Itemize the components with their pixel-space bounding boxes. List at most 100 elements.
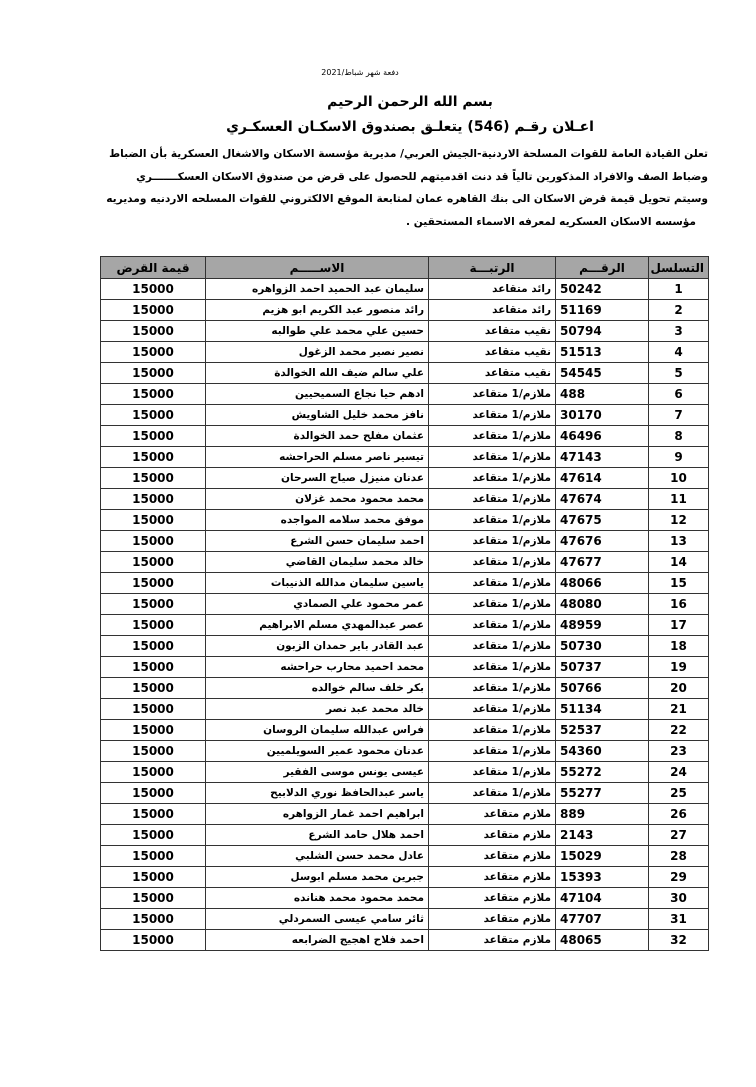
cell-name: عثمان مفلح حمد الخوالدة <box>205 425 429 447</box>
cell-serial: 21 <box>648 698 709 720</box>
cell-rank: ملازم/1 متقاعد <box>428 467 556 489</box>
cell-loan-value: 15000 <box>100 362 206 384</box>
cell-name: نافز محمد خليل الشاويش <box>205 404 429 426</box>
cell-number: 48065 <box>555 929 649 951</box>
cell-number: 30170 <box>555 404 649 426</box>
cell-loan-value: 15000 <box>100 488 206 510</box>
cell-serial: 11 <box>648 488 709 510</box>
cell-number: 889 <box>555 803 649 825</box>
cell-rank: ملازم/1 متقاعد <box>428 656 556 678</box>
cell-serial: 3 <box>648 320 709 342</box>
cell-name: محمد احميد محارب حراحشه <box>205 656 429 678</box>
cell-name: ياسر عبدالحافظ نوري الدلابيح <box>205 782 429 804</box>
cell-name: جبرين محمد مسلم ابوسل <box>205 866 429 888</box>
cell-number: 46496 <box>555 425 649 447</box>
cell-rank: ملازم/1 متقاعد <box>428 488 556 510</box>
table-row: 28 15029 ملازم متقاعد عادل محمد حسن الشلبي 1… <box>100 845 709 867</box>
cell-serial: 26 <box>648 803 709 825</box>
cell-rank: ملازم/1 متقاعد <box>428 404 556 426</box>
cell-serial: 30 <box>648 887 709 909</box>
cell-number: 55277 <box>555 782 649 804</box>
table-row: 17 48959 ملازم/1 متقاعد عصر عبدالمهدي مسلم … <box>100 614 709 636</box>
cell-rank: ملازم متقاعد <box>428 803 556 825</box>
cell-loan-value: 15000 <box>100 404 206 426</box>
cell-name: خالد محمد سليمان القاضي <box>205 551 429 573</box>
cell-number: 51169 <box>555 299 649 321</box>
paragraph-line: مؤسسه الاسكان العسكريه لمعرفه الاسماء ال… <box>406 215 696 228</box>
table-row: 9 47143 ملازم/1 متقاعد تيسير ناصر مسلم الحر… <box>100 446 709 468</box>
cell-loan-value: 15000 <box>100 656 206 678</box>
cell-serial: 7 <box>648 404 709 426</box>
cell-rank: رائد متقاعد <box>428 299 556 321</box>
cell-serial: 24 <box>648 761 709 783</box>
table-row: 6 488 ملازم/1 متقاعد ادهم حيا نجاع السميحيي… <box>100 383 709 405</box>
cell-serial: 18 <box>648 635 709 657</box>
cell-serial: 27 <box>648 824 709 846</box>
col-header-name: الاســـــم <box>205 256 429 279</box>
table-row: 31 47707 ملازم متقاعد ثائر سامي عيسى السمرد… <box>100 908 709 930</box>
cell-serial: 23 <box>648 740 709 762</box>
table-row: 7 30170 ملازم/1 متقاعد نافز محمد خليل الشاو… <box>100 404 709 426</box>
cell-number: 51513 <box>555 341 649 363</box>
cell-rank: نقيب متقاعد <box>428 362 556 384</box>
cell-number: 50794 <box>555 320 649 342</box>
cell-loan-value: 15000 <box>100 698 206 720</box>
date-line: دفعة شهر شباط/2021 <box>321 68 399 77</box>
cell-loan-value: 15000 <box>100 719 206 741</box>
col-header-loan-value: قيمة القرض <box>100 256 206 279</box>
cell-loan-value: 15000 <box>100 782 206 804</box>
cell-loan-value: 15000 <box>100 530 206 552</box>
cell-serial: 12 <box>648 509 709 531</box>
cell-number: 52537 <box>555 719 649 741</box>
cell-rank: ملازم/1 متقاعد <box>428 572 556 594</box>
cell-rank: نقيب متقاعد <box>428 320 556 342</box>
cell-loan-value: 15000 <box>100 509 206 531</box>
cell-name: موفق محمد سلامه المواجده <box>205 509 429 531</box>
cell-number: 47677 <box>555 551 649 573</box>
table-row: 13 47676 ملازم/1 متقاعد احمد سليمان حسن الش… <box>100 530 709 552</box>
cell-loan-value: 15000 <box>100 908 206 930</box>
table-row: 3 50794 نقيب متقاعد حسين علي محمد علي طوالب… <box>100 320 709 342</box>
cell-number: 55272 <box>555 761 649 783</box>
table-row: 32 48065 ملازم متقاعد احمد فلاح اهجيج الضرا… <box>100 929 709 951</box>
cell-loan-value: 15000 <box>100 803 206 825</box>
cell-number: 47707 <box>555 908 649 930</box>
table-row: 30 47104 ملازم متقاعد محمد محمود محمد هناند… <box>100 887 709 909</box>
cell-number: 488 <box>555 383 649 405</box>
cell-rank: ملازم متقاعد <box>428 845 556 867</box>
announcement-title: اعـلان رقـم (546) يتعلـق بصندوق الاسكـان… <box>226 119 594 135</box>
table-row: 20 50766 ملازم/1 متقاعد بكر خلف سالم خوالده… <box>100 677 709 699</box>
col-header-number: الرقـــم <box>555 256 649 279</box>
table-row: 15 48066 ملازم/1 متقاعد ياسين سليمان مدالله… <box>100 572 709 594</box>
cell-rank: ملازم/1 متقاعد <box>428 551 556 573</box>
cell-name: عيسى يونس موسى الفقير <box>205 761 429 783</box>
cell-rank: رائد متقاعد <box>428 278 556 300</box>
cell-loan-value: 15000 <box>100 425 206 447</box>
cell-rank: ملازم/1 متقاعد <box>428 719 556 741</box>
cell-name: عمر محمود علي الصمادي <box>205 593 429 615</box>
cell-name: احمد فلاح اهجيج الضرابعه <box>205 929 429 951</box>
cell-rank: ملازم/1 متقاعد <box>428 383 556 405</box>
cell-loan-value: 15000 <box>100 887 206 909</box>
cell-number: 50737 <box>555 656 649 678</box>
cell-number: 50242 <box>555 278 649 300</box>
cell-serial: 10 <box>648 467 709 489</box>
cell-loan-value: 15000 <box>100 635 206 657</box>
announcement-paragraph: تعلن القيادة العامة للقوات المسلحة الارد… <box>100 143 708 233</box>
cell-name: فراس عبدالله سليمان الروسان <box>205 719 429 741</box>
cell-rank: ملازم متقاعد <box>428 929 556 951</box>
cell-rank: ملازم/1 متقاعد <box>428 761 556 783</box>
cell-serial: 32 <box>648 929 709 951</box>
table-row: 18 50730 ملازم/1 متقاعد عبد القادر باير حمد… <box>100 635 709 657</box>
cell-rank: ملازم متقاعد <box>428 824 556 846</box>
cell-rank: ملازم متقاعد <box>428 908 556 930</box>
table-row: 2 51169 رائد متقاعد رائد منصور عبد الكريم ا… <box>100 299 709 321</box>
cell-name: علي سالم ضيف الله الخوالدة <box>205 362 429 384</box>
cell-serial: 13 <box>648 530 709 552</box>
cell-name: بكر خلف سالم خوالده <box>205 677 429 699</box>
cell-number: 15029 <box>555 845 649 867</box>
cell-name: ابراهيم احمد غمار الزواهره <box>205 803 429 825</box>
cell-rank: ملازم/1 متقاعد <box>428 740 556 762</box>
cell-loan-value: 15000 <box>100 845 206 867</box>
cell-rank: نقيب متقاعد <box>428 341 556 363</box>
